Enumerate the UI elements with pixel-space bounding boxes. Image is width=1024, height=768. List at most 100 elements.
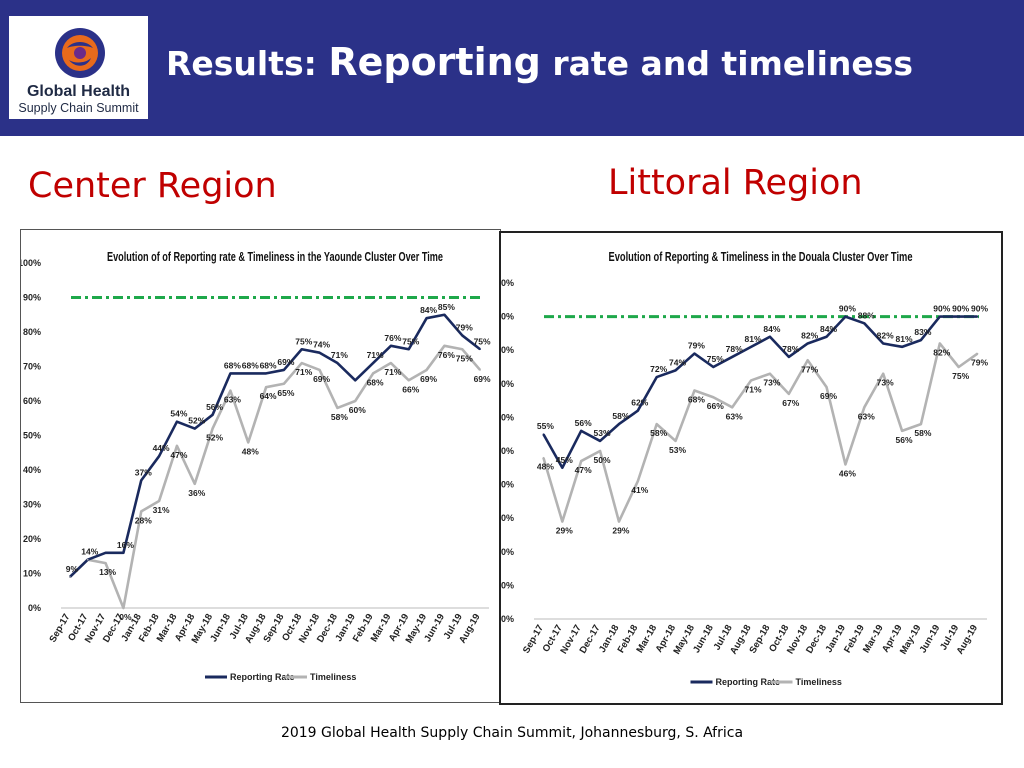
- data-label: 58%: [331, 412, 348, 422]
- data-label: 90%: [839, 304, 856, 314]
- data-point: [693, 352, 696, 355]
- header-banner: Global Health Supply Chain Summit Result…: [0, 0, 1024, 136]
- data-point: [844, 315, 847, 318]
- y-tick-label: 20%: [501, 547, 514, 557]
- data-label: 69%: [277, 357, 294, 367]
- chart-center-region: Evolution of of Reporting rate & Timelin…: [20, 229, 501, 703]
- data-point: [580, 460, 582, 462]
- data-label: 90%: [971, 304, 988, 314]
- data-point: [461, 334, 464, 337]
- data-label: 46%: [839, 468, 856, 478]
- legend-label: Timeliness: [796, 677, 842, 687]
- data-point: [265, 372, 267, 375]
- data-point: [425, 369, 428, 371]
- data-label: 88%: [858, 310, 875, 320]
- data-point: [750, 379, 752, 382]
- data-point: [731, 406, 733, 409]
- data-point: [580, 430, 582, 432]
- data-point: [407, 348, 410, 351]
- data-label: 71%: [745, 384, 762, 394]
- data-point: [731, 356, 733, 358]
- data-label: 71%: [295, 367, 312, 377]
- data-label: 69%: [420, 374, 437, 384]
- data-point: [283, 369, 285, 371]
- data-label: 68%: [260, 360, 277, 370]
- data-label: 29%: [612, 526, 629, 536]
- data-point: [122, 552, 125, 554]
- data-point: [863, 406, 866, 409]
- data-label: 84%: [420, 305, 437, 315]
- data-point: [443, 313, 446, 316]
- data-label: 82%: [801, 330, 818, 340]
- data-point: [957, 315, 960, 318]
- data-label: 68%: [242, 360, 259, 370]
- y-tick-label: 20%: [23, 534, 41, 544]
- data-label: 53%: [594, 428, 611, 438]
- data-label: 75%: [402, 336, 419, 346]
- y-tick-label: 30%: [23, 500, 41, 510]
- data-label: 75%: [456, 353, 473, 363]
- data-label: 50%: [594, 455, 611, 465]
- data-label: 90%: [933, 304, 950, 314]
- footer-text: 2019 Global Health Supply Chain Summit, …: [280, 725, 744, 741]
- data-label: 90%: [952, 304, 969, 314]
- data-label: 48%: [537, 462, 554, 472]
- data-point: [825, 335, 828, 338]
- data-point: [283, 382, 285, 385]
- data-label: 41%: [631, 485, 648, 495]
- data-point: [140, 479, 143, 482]
- data-point: [247, 441, 250, 444]
- data-label: 58%: [650, 428, 667, 438]
- data-label: 75%: [707, 354, 724, 364]
- data-point: [844, 463, 847, 466]
- data-label: 60%: [349, 405, 366, 415]
- data-point: [193, 483, 196, 485]
- data-label: 84%: [763, 324, 780, 334]
- series-line-reporting-rate: [69, 313, 481, 578]
- data-point: [265, 386, 267, 388]
- data-point: [788, 393, 790, 395]
- data-point: [599, 440, 601, 442]
- data-point: [158, 455, 160, 457]
- data-point: [479, 369, 481, 371]
- data-label: 71%: [367, 350, 384, 360]
- data-point: [407, 379, 410, 382]
- summit-logo: Global Health Supply Chain Summit: [9, 16, 148, 119]
- data-point: [618, 520, 620, 523]
- data-point: [674, 369, 677, 372]
- data-label: 54%: [170, 409, 187, 419]
- data-point: [637, 480, 639, 483]
- data-point: [318, 369, 321, 371]
- y-tick-label: 0%: [501, 614, 514, 624]
- y-tick-label: 90%: [23, 293, 41, 303]
- series-line-reporting-rate: [542, 315, 978, 470]
- data-point: [939, 315, 941, 318]
- y-tick-label: 10%: [23, 569, 41, 579]
- data-point: [176, 420, 178, 423]
- data-label: 75%: [474, 336, 491, 346]
- y-tick-label: 70%: [501, 379, 514, 389]
- data-point: [712, 396, 715, 399]
- data-label: 56%: [896, 435, 913, 445]
- data-point: [939, 342, 941, 345]
- data-point: [806, 359, 809, 362]
- data-point: [104, 552, 107, 554]
- data-point: [882, 372, 884, 375]
- data-label: 16%: [117, 540, 134, 550]
- page-title: Results: Reporting rate and timeliness: [166, 40, 913, 84]
- data-label: 78%: [726, 344, 743, 354]
- data-label: 74%: [313, 340, 330, 350]
- y-tick-label: 40%: [23, 465, 41, 475]
- data-point: [140, 510, 143, 513]
- legend-label: Timeliness: [310, 672, 356, 682]
- data-label: 45%: [556, 455, 573, 465]
- data-label: 69%: [474, 374, 491, 384]
- y-tick-label: 50%: [501, 446, 514, 456]
- data-point: [599, 450, 601, 452]
- data-label: 75%: [952, 371, 969, 381]
- chart-svg: Evolution of of Reporting rate & Timelin…: [21, 249, 491, 682]
- y-tick-label: 100%: [21, 258, 41, 268]
- y-tick-label: 10%: [501, 580, 514, 590]
- chart-title: Evolution of of Reporting rate & Timelin…: [107, 249, 443, 264]
- data-label: 55%: [537, 421, 554, 431]
